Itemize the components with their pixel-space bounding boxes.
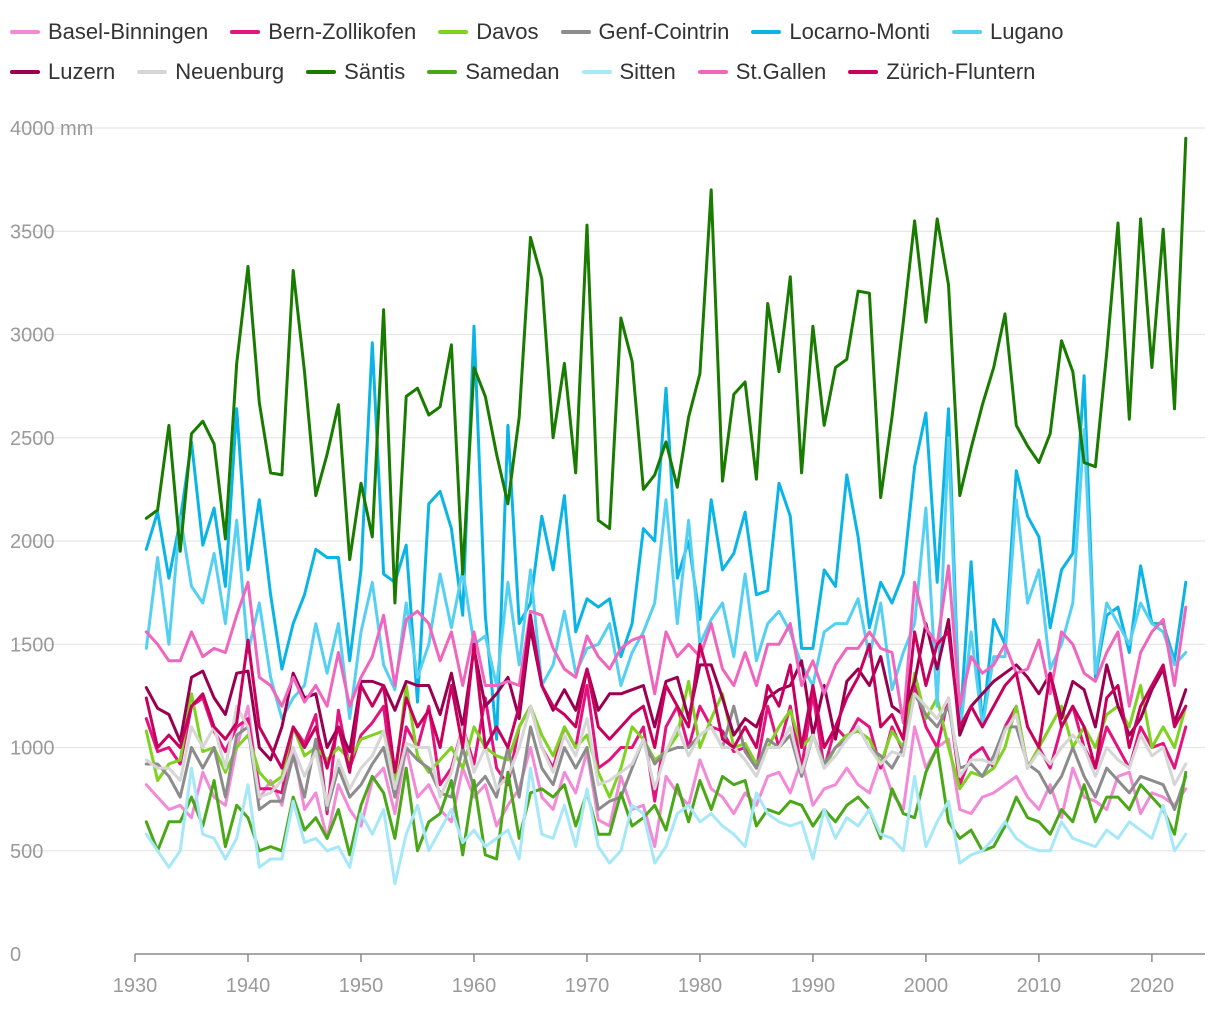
- x-tick-label: 1940: [226, 975, 271, 997]
- legend-label-neuenburg: Neuenburg: [175, 59, 285, 84]
- legend-swatch-bern-zollikofen: [230, 30, 261, 34]
- series-line-basel-binningen: [144, 704, 1188, 849]
- y-tick-label: 1500: [10, 634, 55, 656]
- legend-swatch-basel-binningen: [10, 30, 40, 34]
- x-tick-label: 1970: [565, 975, 610, 997]
- legend-label-sitten: Sitten: [619, 59, 676, 84]
- x-tick-label: 1990: [791, 975, 836, 997]
- legend-item-genf-cointrin[interactable]: Genf-Cointrin: [560, 19, 730, 45]
- legend-label-luzern: Luzern: [48, 59, 116, 84]
- y-tick-label: 3500: [10, 221, 55, 243]
- x-tick-label: 2020: [1130, 975, 1175, 997]
- legend-swatch-sitten: [581, 70, 612, 74]
- y-tick-label: 1000: [10, 738, 55, 760]
- legend-label-locarno-monti: Locarno-Monti: [789, 19, 931, 44]
- legend: Basel-Binningen Bern-Zollikofen Davos Ge…: [10, 12, 1210, 92]
- legend-swatch-st-gallen: [697, 70, 728, 74]
- y-tick-label: 500: [10, 841, 43, 863]
- legend-row-2: Luzern Neuenburg Säntis Samedan Sitten S…: [10, 52, 1210, 92]
- series-line-sitten: [144, 766, 1188, 886]
- y-tick-label: 4000 mm: [10, 118, 93, 140]
- legend-label-st-gallen: St.Gallen: [735, 59, 827, 84]
- legend-label-zuerich-fluntern: Zürich-Fluntern: [886, 59, 1036, 84]
- series-line-neuenburg: [144, 692, 1188, 807]
- x-tick-label: 1930: [113, 975, 158, 997]
- legend-label-genf-cointrin: Genf-Cointrin: [598, 19, 730, 44]
- legend-label-saentis: Säntis: [344, 59, 406, 84]
- legend-swatch-zuerich-fluntern: [848, 70, 879, 74]
- series-line-saentis: [144, 136, 1188, 605]
- legend-swatch-saentis: [306, 70, 337, 74]
- legend-swatch-samedan: [427, 70, 458, 74]
- legend-item-neuenburg[interactable]: Neuenburg: [137, 59, 284, 85]
- legend-swatch-davos: [438, 30, 469, 34]
- legend-label-davos: Davos: [476, 19, 539, 44]
- legend-swatch-neuenburg: [137, 70, 168, 74]
- series-line-samedan: [144, 746, 1188, 861]
- y-tick-label: 2000: [10, 531, 55, 553]
- legend-item-davos[interactable]: Davos: [438, 19, 539, 45]
- series-line-zuerich-fluntern: [144, 613, 1188, 774]
- legend-item-st-gallen[interactable]: St.Gallen: [697, 59, 827, 85]
- legend-item-samedan[interactable]: Samedan: [427, 59, 560, 85]
- y-tick-label: 0: [10, 944, 21, 966]
- legend-item-luzern[interactable]: Luzern: [10, 59, 115, 85]
- legend-row-1: Basel-Binningen Bern-Zollikofen Davos Ge…: [10, 12, 1210, 52]
- legend-item-zuerich-fluntern[interactable]: Zürich-Fluntern: [848, 59, 1035, 85]
- series-line-bern-zollikofen: [144, 684, 1188, 816]
- axes: 0 500 1000 1500 2000 2500 3000 3500 4000 mm 1930 1…: [10, 118, 1205, 997]
- x-tick-label: 2010: [1017, 975, 1062, 997]
- legend-swatch-locarno-monti: [751, 30, 782, 34]
- x-tick-label: 2000: [904, 975, 949, 997]
- series-line-locarno-monti: [144, 324, 1188, 741]
- legend-swatch-genf-cointrin: [560, 30, 591, 34]
- x-tick-label: 1960: [452, 975, 497, 997]
- y-tick-label: 2500: [10, 428, 55, 450]
- legend-item-bern-zollikofen[interactable]: Bern-Zollikofen: [230, 19, 416, 45]
- legend-label-samedan: Samedan: [465, 59, 560, 84]
- series-lines: [144, 136, 1188, 886]
- legend-label-lugano: Lugano: [990, 19, 1064, 44]
- legend-item-locarno-monti[interactable]: Locarno-Monti: [751, 19, 930, 45]
- series-line-lugano: [144, 428, 1188, 737]
- legend-label-bern-zollikofen: Bern-Zollikofen: [268, 19, 417, 44]
- legend-item-basel-binningen[interactable]: Basel-Binningen: [10, 19, 208, 45]
- x-tick-label: 1950: [339, 975, 384, 997]
- legend-item-lugano[interactable]: Lugano: [952, 19, 1063, 45]
- x-tick-label: 1980: [678, 975, 723, 997]
- legend-item-sitten[interactable]: Sitten: [581, 59, 676, 85]
- series-line-st-gallen: [144, 564, 1188, 725]
- legend-swatch-luzern: [10, 70, 40, 74]
- y-tick-label: 3000: [10, 325, 55, 347]
- legend-swatch-lugano: [952, 30, 983, 34]
- legend-label-basel-binningen: Basel-Binningen: [48, 19, 209, 44]
- legend-item-saentis[interactable]: Säntis: [306, 59, 405, 85]
